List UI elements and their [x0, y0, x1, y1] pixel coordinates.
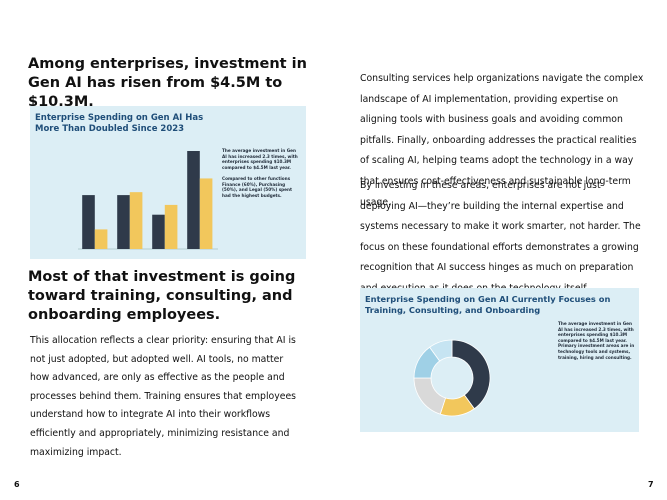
bar: [164, 204, 178, 249]
figure-title: Enterprise Spending on Gen AI Currently …: [365, 294, 611, 315]
figure: Enterprise Spending on Gen AI Has More T…: [30, 106, 306, 259]
page-number: 6: [14, 480, 20, 489]
paragraph: Consulting services help organizations n…: [360, 73, 644, 208]
heading: Among enterprises, investment in Gen AI …: [28, 56, 307, 110]
figure-note: The average investment in Gen AI has inc…: [558, 321, 635, 360]
paragraph: By investing in these areas, enterprises…: [360, 180, 641, 294]
donut-segment: [413, 377, 447, 415]
bar-chart: [78, 151, 218, 250]
heading: Most of that investment is going toward …: [28, 269, 296, 323]
donut-chart: [413, 339, 491, 417]
donut-segment: [429, 339, 453, 362]
bar: [152, 214, 165, 249]
bar: [94, 229, 108, 249]
donut-segment: [451, 339, 491, 410]
figure: Enterprise Spending on Gen AI Currently …: [360, 288, 639, 432]
figure-note: Compared to other functions Finance (60%…: [222, 176, 293, 198]
bar: [129, 192, 143, 249]
bar: [82, 195, 95, 249]
bar: [117, 195, 130, 249]
bar: [187, 151, 200, 249]
paragraph: This allocation reflects a clear priorit…: [30, 335, 297, 458]
bar: [199, 178, 213, 249]
page-number: 7: [648, 480, 654, 489]
figure-title: Enterprise Spending on Gen AI Has More T…: [35, 113, 204, 134]
figure-note: The average investment in Gen AI has inc…: [222, 148, 298, 170]
